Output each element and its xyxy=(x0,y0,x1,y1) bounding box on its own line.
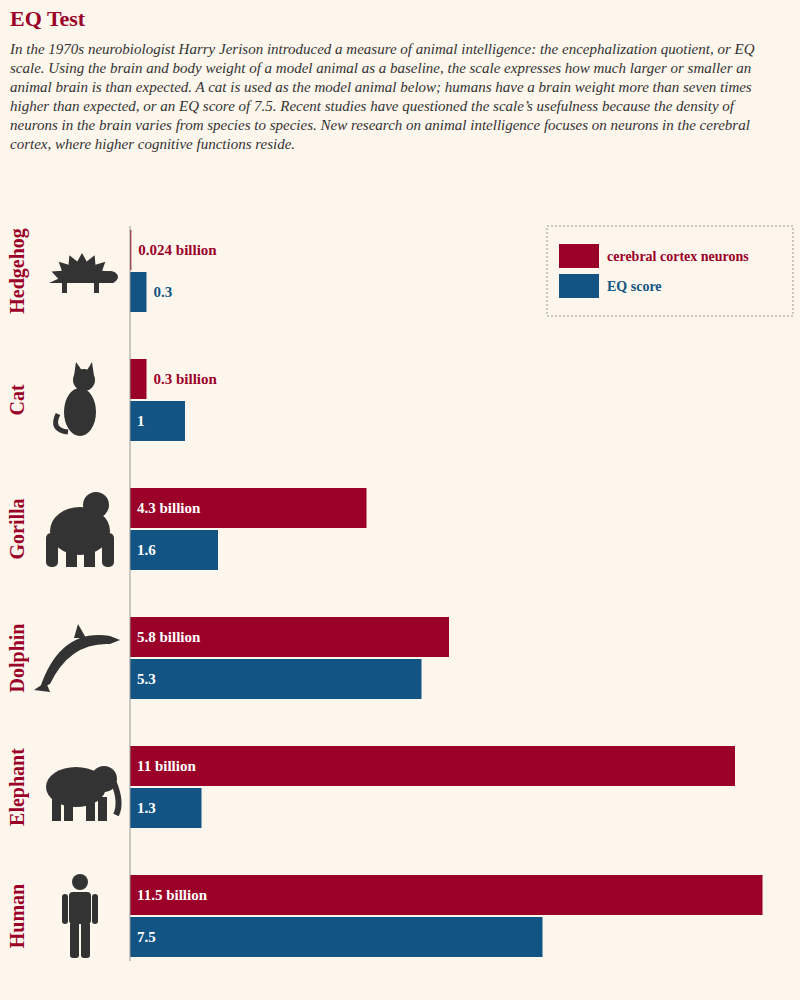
data-label: 5.8 billion xyxy=(137,629,201,645)
bar xyxy=(130,659,422,699)
icon-shape xyxy=(74,624,86,638)
icon-shape xyxy=(92,894,98,924)
icon-shape xyxy=(34,682,50,692)
category-label: Gorilla xyxy=(6,498,28,559)
bar xyxy=(130,488,367,528)
icon-shape xyxy=(74,362,83,376)
bar xyxy=(130,875,763,915)
icon-shape xyxy=(56,414,68,432)
category-label: Dolphin xyxy=(6,624,29,693)
animal-icon xyxy=(46,492,114,567)
icon-shape xyxy=(52,797,61,821)
icon-shape xyxy=(114,783,119,815)
animal-icon xyxy=(56,362,96,436)
icon-shape xyxy=(83,492,109,518)
icon-shape xyxy=(86,362,94,376)
icon-shape xyxy=(46,533,58,567)
legend-frame xyxy=(547,226,793,316)
icon-shape xyxy=(64,797,73,821)
icon-shape xyxy=(40,635,120,688)
data-label: 4.3 billion xyxy=(137,500,201,516)
icon-shape xyxy=(64,388,96,436)
bar xyxy=(130,617,449,657)
title: EQ Test xyxy=(10,6,85,32)
icon-shape xyxy=(72,874,88,890)
category-label: Cat xyxy=(6,384,28,415)
legend-label: EQ score xyxy=(607,279,662,294)
bar xyxy=(130,788,202,828)
category-label: Hedgehog xyxy=(6,228,29,314)
legend-label: cerebral cortex neurons xyxy=(607,249,749,264)
data-label: 5.3 xyxy=(137,671,156,687)
data-label: 11.5 billion xyxy=(137,887,208,903)
category-label: Elephant xyxy=(6,748,29,826)
chart: 0.024 billion 0.3 0.3 billion 1 4.3 billion 1… xyxy=(0,0,800,1000)
icon-shape xyxy=(66,547,77,567)
legend-swatch xyxy=(559,274,599,298)
data-label: 1.6 xyxy=(137,542,156,558)
data-label: 0.3 billion xyxy=(154,371,218,387)
icon-shape xyxy=(86,797,95,821)
icon-shape xyxy=(62,281,67,293)
icon-shape xyxy=(84,547,95,567)
bar xyxy=(130,272,147,312)
bar xyxy=(130,917,543,957)
bar xyxy=(130,401,185,441)
icon-shape xyxy=(62,894,68,924)
category-label: Human xyxy=(6,884,28,948)
icon-shape xyxy=(94,281,99,293)
data-label: 1 xyxy=(137,413,145,429)
baseline xyxy=(130,226,131,961)
animal-icon xyxy=(34,624,120,692)
data-label: 7.5 xyxy=(137,929,156,945)
icons xyxy=(34,253,120,958)
legend-swatch xyxy=(559,244,599,268)
labels: 0.024 billion 0.3 0.3 billion 1 4.3 billion 1… xyxy=(137,242,218,945)
data-label: 0.024 billion xyxy=(138,242,217,258)
bars xyxy=(130,230,763,957)
animal-icon xyxy=(49,253,118,293)
data-label: 0.3 xyxy=(154,284,173,300)
bar xyxy=(130,359,147,399)
animal-icon xyxy=(46,766,119,821)
bar xyxy=(130,746,735,786)
legend: cerebral cortex neurons EQ score xyxy=(547,226,793,316)
icon-shape xyxy=(102,533,114,567)
icon-shape xyxy=(102,271,118,283)
icon-shape xyxy=(98,797,107,821)
icon-shape xyxy=(69,892,91,924)
subtitle: In the 1970s neurobiologist Harry Jeriso… xyxy=(10,40,785,154)
data-label: 11 billion xyxy=(137,758,196,774)
animal-icon xyxy=(62,874,98,958)
icon-shape xyxy=(81,922,90,958)
icon-shape xyxy=(70,922,79,958)
data-label: 1.3 xyxy=(137,800,156,816)
bar xyxy=(130,530,218,570)
